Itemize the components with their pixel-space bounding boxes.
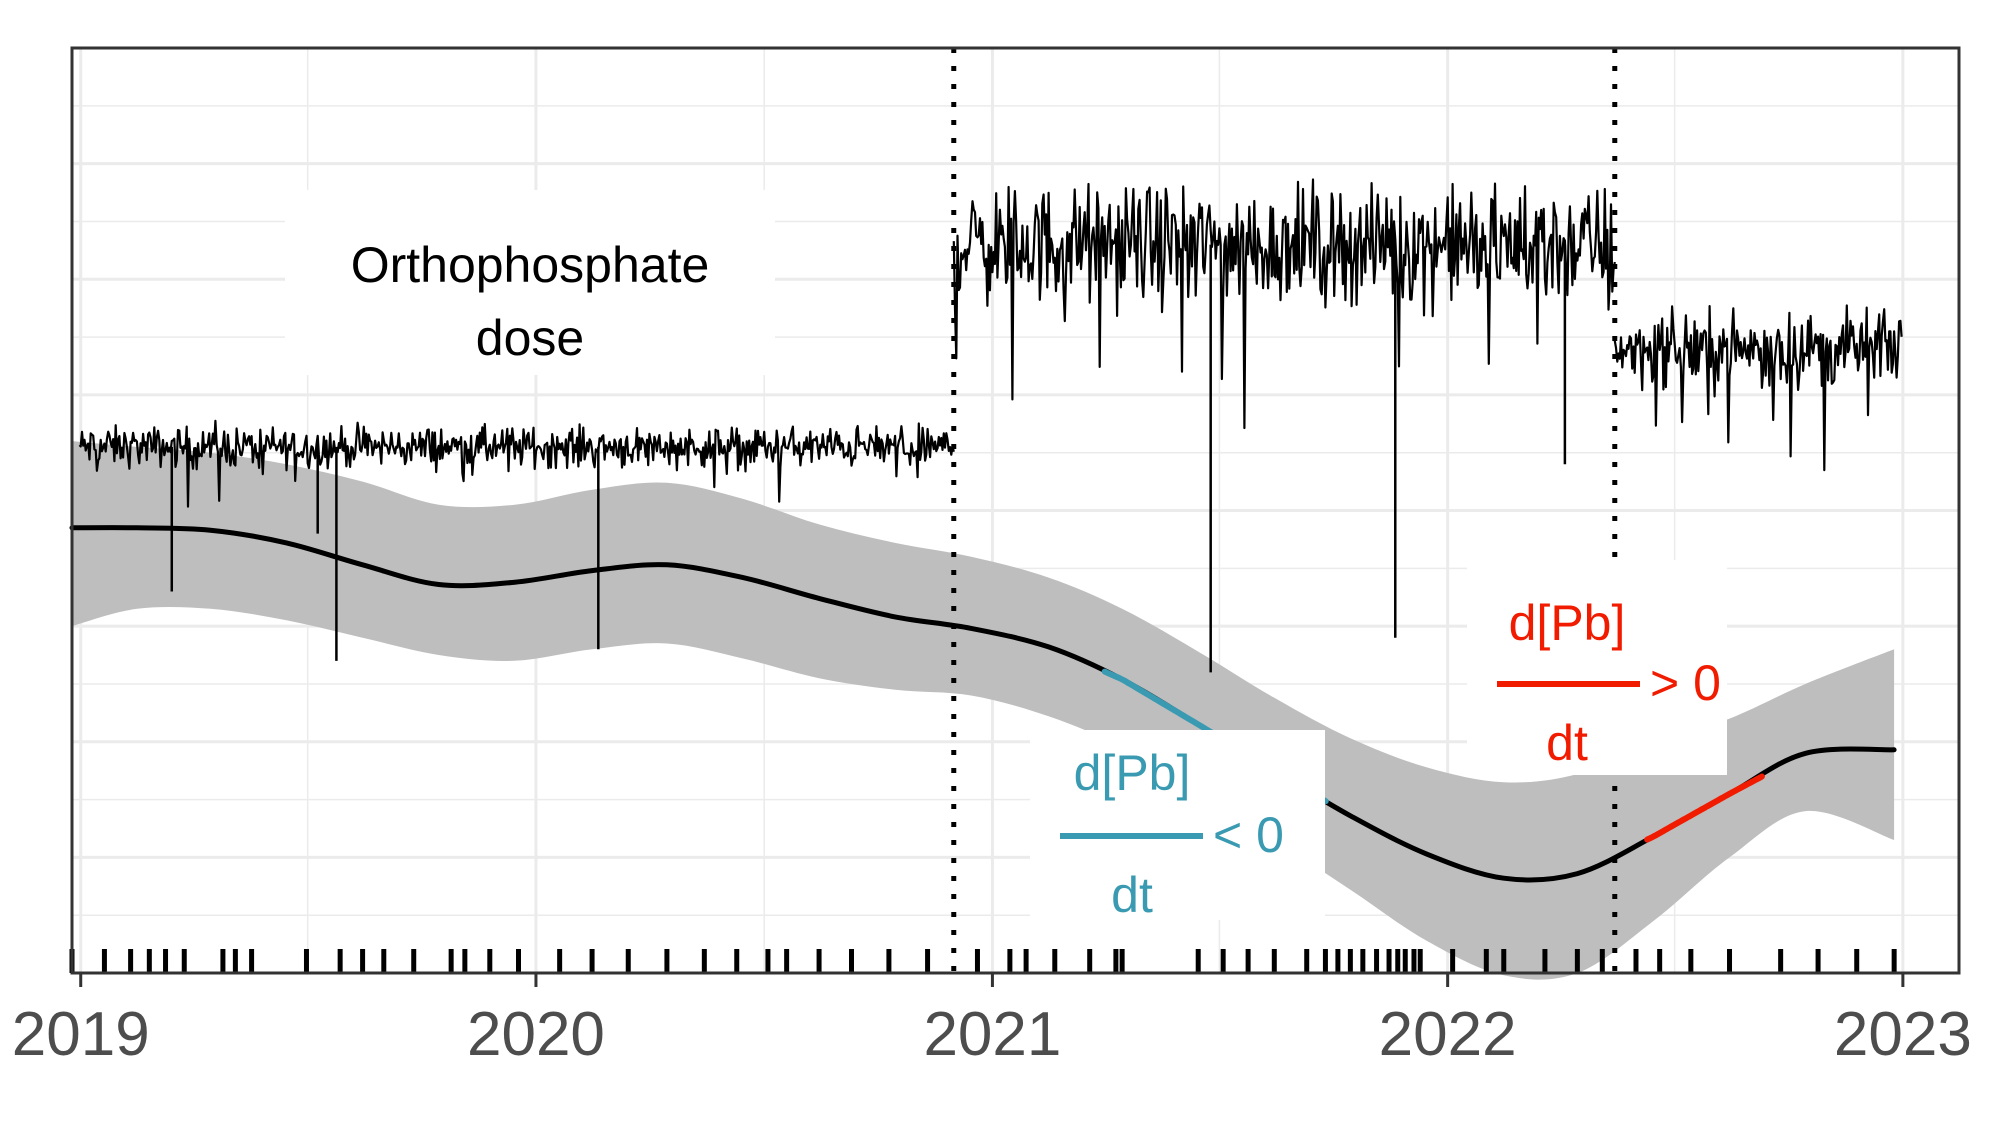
negative-relation: < 0 [1213,807,1284,863]
dose-annotation: Orthophosphate dose [285,190,775,375]
orthophosphate-series-segment-1 [78,419,955,508]
x-tick-label: 2023 [1834,1000,1972,1069]
dose-label-line1: Orthophosphate [351,237,710,293]
negative-label-background [1030,730,1325,920]
x-tick-label: 2019 [12,1000,150,1069]
x-tick-label: 2021 [923,1000,1061,1069]
negative-numerator: d[Pb] [1074,745,1191,801]
positive-label-background [1467,560,1727,775]
increasing-segment [1644,773,1765,843]
dose-label-background [285,190,775,375]
confidence-ribbon-layer [72,441,1895,980]
positive-relation: > 0 [1650,655,1721,711]
positive-derivative-annotation: d[Pb] dt > 0 [1467,560,1727,775]
x-tick-label: 2020 [467,1000,605,1069]
x-axis: 2019 2020 2021 2022 2023 [12,973,1972,1069]
orthophosphate-series-segment-3 [1613,304,1903,472]
x-tick-label: 2022 [1379,1000,1517,1069]
orthophosphate-series-segment-2 [952,178,1616,430]
smooth-trend-line [69,525,1897,883]
negative-denominator: dt [1111,867,1153,923]
panel-border [70,46,1961,975]
positive-denominator: dt [1546,715,1588,771]
orthophosphate-series-layer [78,178,1903,673]
sample-rug-layer [69,949,1897,973]
dose-label-line2: dose [476,310,584,366]
positive-numerator: d[Pb] [1509,595,1626,651]
confidence-ribbon [72,441,1895,980]
negative-derivative-annotation: d[Pb] dt < 0 [1030,730,1325,923]
